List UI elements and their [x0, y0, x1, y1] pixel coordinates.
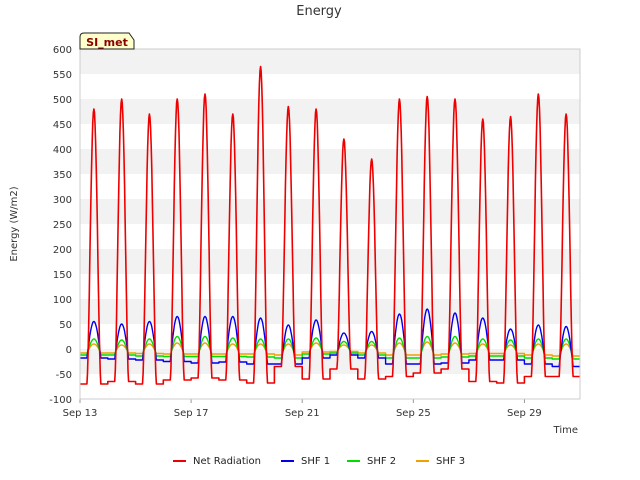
grid-band [80, 74, 580, 99]
y-tick-label: 200 [53, 245, 72, 256]
grid-band [80, 49, 580, 74]
y-tick-label: 300 [53, 195, 72, 206]
grid-band [80, 274, 580, 299]
y-tick-label: 0 [66, 345, 72, 356]
y-tick-label: 500 [53, 95, 72, 106]
site-badge: SI_met [79, 32, 135, 50]
legend-item: Net Radiation [173, 456, 261, 467]
legend-label: SHF 2 [367, 456, 396, 467]
legend-label: Net Radiation [193, 456, 261, 467]
chart-title: Energy [296, 4, 342, 19]
legend-item: SHF 2 [347, 456, 396, 467]
legend: Net Radiation SHF 1 SHF 2 SHF 3 [173, 456, 465, 467]
y-axis-title: Energy (W/m2) [9, 186, 20, 261]
y-tick-label: 150 [53, 270, 72, 281]
legend-label: SHF 3 [436, 456, 465, 467]
y-tick-label: 100 [53, 295, 72, 306]
series-line-net-radiation [79, 65, 581, 385]
y-tick-label: 600 [53, 45, 72, 56]
grid-band [80, 249, 580, 274]
legend-item: SHF 1 [281, 456, 330, 467]
y-tick-label: 250 [53, 220, 72, 231]
y-tick-label: 400 [53, 145, 72, 156]
grid-band [80, 324, 580, 349]
x-tick-label: Sep 13 [63, 408, 98, 419]
y-tick-label: 50 [59, 320, 72, 331]
legend-label: SHF 1 [301, 456, 330, 467]
series-line-shf-3 [79, 341, 581, 357]
y-tick-label: 550 [53, 70, 72, 81]
y-tick-label: 450 [53, 120, 72, 131]
grid-band [80, 199, 580, 224]
grid-band [80, 174, 580, 199]
y-tick-label: -50 [56, 370, 72, 381]
grid-band [80, 224, 580, 249]
site-badge-label: SI_met [86, 36, 128, 49]
grid-band [80, 124, 580, 149]
series-line-shf-1 [79, 308, 581, 368]
site-badge-shape [79, 32, 135, 50]
grid-band [80, 299, 580, 324]
series-line-shf-2 [79, 335, 581, 360]
x-tick-label: Sep 17 [174, 408, 209, 419]
x-axis-ticks: Sep 13 Sep 17 Sep 21 Sep 25 Sep 29 [63, 399, 542, 419]
x-tick-label: Sep 21 [285, 408, 320, 419]
y-tick-label: -100 [49, 395, 72, 406]
x-tick-label: Sep 25 [396, 408, 431, 419]
grid-band [80, 99, 580, 124]
x-axis-title: Time [553, 425, 578, 436]
series-lines [79, 65, 581, 385]
legend-item: SHF 3 [416, 456, 465, 467]
x-tick-label: Sep 29 [507, 408, 542, 419]
y-axis-ticks: -100 -50 0 50 100 150 200 250 300 350 400 450 500 550… [49, 45, 72, 406]
y-tick-label: 350 [53, 170, 72, 181]
plot-area-frame [79, 48, 581, 400]
grid-band [80, 149, 580, 174]
